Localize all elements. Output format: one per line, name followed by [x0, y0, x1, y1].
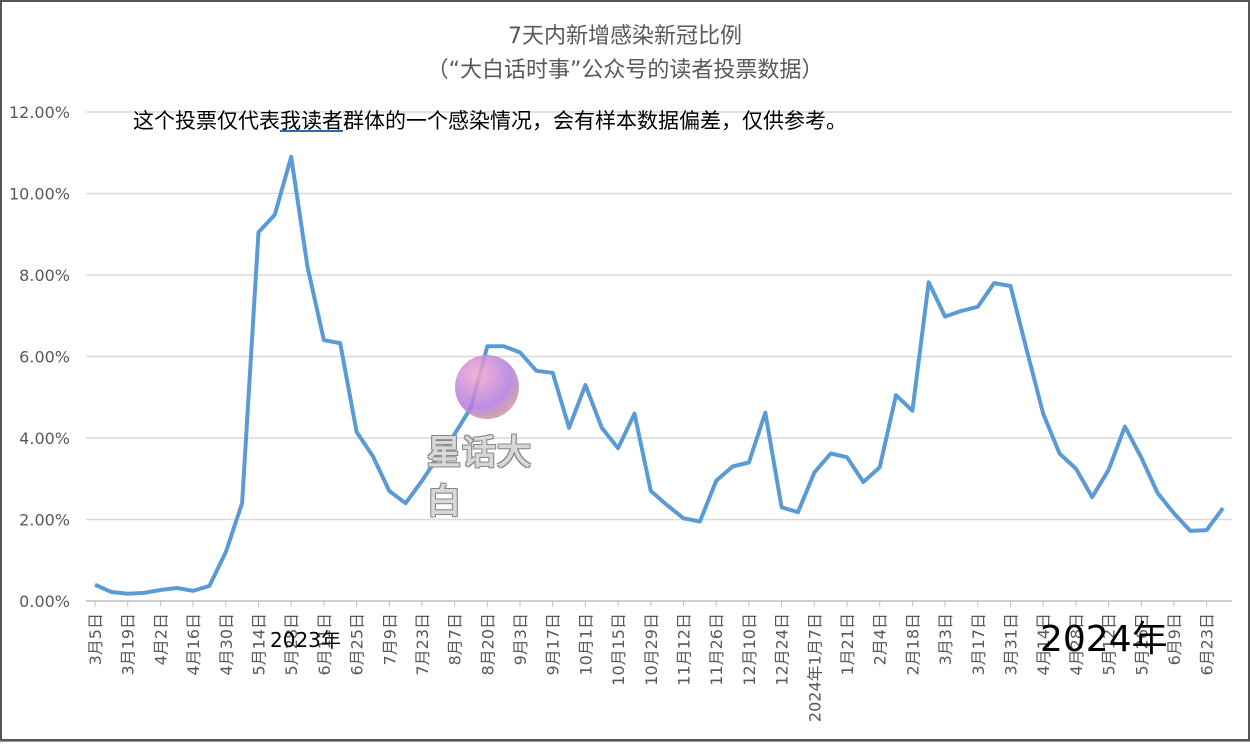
x-tick-label: 5月14日	[249, 613, 268, 676]
x-tick-label: 4月2日	[151, 613, 170, 665]
y-tick-label: 8.00%	[19, 266, 70, 285]
x-tick-label: 10月29日	[642, 613, 661, 686]
year-label-2023: 2023年	[270, 628, 341, 652]
x-tick-label: 7月9日	[380, 613, 399, 665]
x-tick-label: 2024年1月7日	[805, 613, 824, 722]
x-tick-label: 1月21日	[838, 613, 857, 676]
x-tick-label: 5月12日	[1100, 613, 1119, 676]
x-tick-label: 12月24日	[773, 613, 792, 686]
chart-subtitle: （“大白话时事”公众号的读者投票数据）	[426, 58, 824, 83]
y-tick-label: 6.00%	[19, 348, 70, 367]
y-tick-label: 2.00%	[19, 511, 70, 530]
x-tick-label: 10月15日	[609, 613, 628, 686]
bottom-edge	[0, 741, 1250, 750]
gridlines	[86, 111, 1232, 602]
watermark-rabbit-icon	[455, 355, 519, 419]
note-link[interactable]: 我读者	[280, 109, 343, 133]
x-tick-label: 8月20日	[478, 613, 497, 676]
x-axis-ticks: 3月5日 3月19日 4月2日 4月16日 4月30日 5月14日 5月28日 6月11日 6月…	[86, 601, 1217, 722]
x-tick-label: 10月1日	[576, 613, 595, 676]
x-tick-label: 6月9日	[1165, 613, 1184, 665]
y-tick-label: 12.00%	[9, 103, 70, 122]
x-tick-label: 12月10日	[740, 613, 759, 686]
chart-title: 7天内新增感染新冠比例	[508, 24, 742, 49]
x-tick-label: 6月11日	[315, 613, 334, 676]
chart-note: 这个投票仅代表我读者群体的一个感染情况，会有样本数据偏差，仅供参考。	[133, 105, 847, 135]
x-tick-label: 5月26日	[1132, 613, 1151, 676]
year-label-2024: 2024年	[1040, 619, 1168, 660]
x-tick-label: 4月16日	[184, 613, 203, 676]
note-suffix: 群体的一个感染情况，会有样本数据偏差，仅供参考。	[343, 109, 847, 133]
note-prefix: 这个投票仅代表	[133, 109, 280, 133]
x-tick-label: 7月23日	[413, 613, 432, 676]
x-tick-label: 3月31日	[1001, 613, 1020, 676]
x-tick-label: 6月23日	[1198, 613, 1217, 676]
y-tick-label: 10.00%	[9, 185, 70, 204]
y-axis-ticks: 0.00% 2.00% 4.00% 6.00% 8.00% 10.00% 12.00%	[9, 103, 70, 611]
x-tick-label: 5月28日	[282, 613, 301, 676]
watermark: 星话大白	[425, 355, 555, 522]
x-tick-label: 3月5日	[86, 613, 105, 665]
x-tick-label: 9月3日	[511, 613, 530, 665]
series-line	[94, 154, 1225, 596]
x-tick-label: 9月17日	[544, 613, 563, 676]
watermark-text: 星话大白	[427, 433, 532, 522]
x-tick-label: 4月30日	[217, 613, 236, 676]
y-tick-label: 0.00%	[19, 592, 70, 611]
x-tick-label: 3月3日	[936, 613, 955, 665]
x-tick-label: 3月19日	[119, 613, 138, 676]
y-tick-label: 4.00%	[19, 429, 70, 448]
series-line-layer	[94, 154, 1225, 596]
x-tick-label: 8月7日	[446, 613, 465, 665]
x-tick-label: 2月4日	[871, 613, 890, 665]
x-tick-label: 3月17日	[969, 613, 988, 676]
x-tick-label: 11月26日	[707, 613, 726, 686]
x-tick-label: 2月18日	[903, 613, 922, 676]
x-tick-label: 11月12日	[675, 613, 694, 686]
x-tick-label: 4月14日	[1034, 613, 1053, 676]
x-tick-label: 6月25日	[348, 613, 367, 676]
x-tick-label: 4月28日	[1067, 613, 1086, 676]
